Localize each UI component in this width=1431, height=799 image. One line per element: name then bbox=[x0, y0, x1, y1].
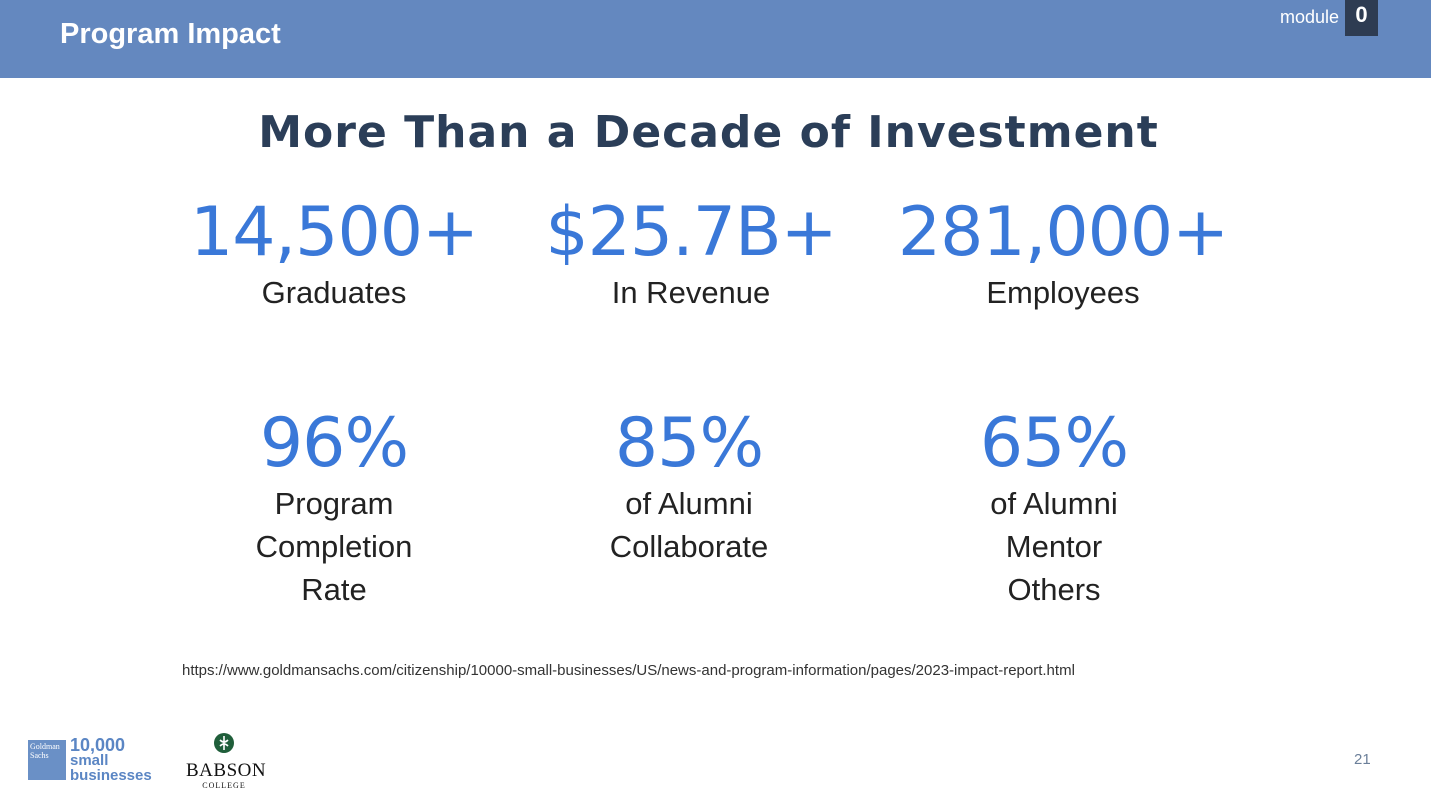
module-number-badge: 0 bbox=[1345, 0, 1378, 36]
stat-label: of Alumni Mentor Others bbox=[884, 482, 1224, 611]
tk-logo-word: small bbox=[70, 752, 109, 769]
stat-label: In Revenue bbox=[521, 271, 861, 314]
babson-college-logo: BABSON COLLEGE bbox=[186, 732, 267, 790]
stat-value: 14,500+ bbox=[190, 193, 479, 272]
stat-employees: 281,000+ Employees bbox=[893, 195, 1233, 314]
tk-logo-number: 10,000 bbox=[70, 735, 126, 755]
stat-label-line: Program bbox=[274, 486, 394, 521]
module-label: module bbox=[1279, 7, 1339, 27]
stat-label-line: In Revenue bbox=[611, 275, 771, 310]
10000-small-businesses-logo: 10,000 small businesses bbox=[70, 735, 152, 784]
goldman-logo-line: Sachs bbox=[30, 751, 49, 760]
header-bar: Program Impact module 0 bbox=[0, 0, 1431, 78]
stat-value: 85% bbox=[614, 404, 764, 483]
stat-label-line: of Alumni bbox=[625, 486, 753, 521]
stat-label-line: Others bbox=[1007, 572, 1101, 607]
goldman-logo-line: Goldman bbox=[30, 742, 60, 751]
goldman-sachs-logo: Goldman Sachs bbox=[28, 740, 66, 780]
stat-value: 96% bbox=[259, 404, 409, 483]
stat-revenue: $25.7B+ In Revenue bbox=[521, 195, 861, 314]
stat-label: Program Completion Rate bbox=[164, 482, 504, 611]
source-link[interactable]: https://www.goldmansachs.com/citizenship… bbox=[182, 662, 1075, 679]
stat-label-line: Collaborate bbox=[609, 529, 769, 564]
babson-tree-icon bbox=[214, 733, 234, 753]
stat-value: 281,000+ bbox=[897, 193, 1229, 272]
babson-logo-sub: COLLEGE bbox=[202, 781, 246, 790]
page-title: Program Impact bbox=[60, 18, 281, 50]
stat-value: $25.7B+ bbox=[545, 193, 837, 272]
stat-value: 65% bbox=[979, 404, 1129, 483]
stat-label-line: Completion bbox=[255, 529, 413, 564]
stat-label: of Alumni Collaborate bbox=[519, 482, 859, 568]
stat-alumni-mentor: 65% of Alumni Mentor Others bbox=[884, 406, 1224, 611]
stat-completion-rate: 96% Program Completion Rate bbox=[164, 406, 504, 611]
stat-label-line: Rate bbox=[301, 572, 367, 607]
babson-logo-name: BABSON bbox=[186, 760, 267, 781]
stat-label: Employees bbox=[893, 271, 1233, 314]
stat-label-line: Mentor bbox=[1005, 529, 1103, 564]
page-number: 21 bbox=[1354, 751, 1371, 768]
stat-label-line: Employees bbox=[986, 275, 1140, 310]
stat-graduates: 14,500+ Graduates bbox=[164, 195, 504, 314]
stat-label-line: of Alumni bbox=[990, 486, 1118, 521]
main-heading: More Than a Decade of Investment bbox=[258, 107, 1159, 158]
tk-logo-word: businesses bbox=[70, 767, 152, 784]
stat-alumni-collaborate: 85% of Alumni Collaborate bbox=[519, 406, 859, 568]
stat-label: Graduates bbox=[164, 271, 504, 314]
stat-label-line: Graduates bbox=[261, 275, 407, 310]
